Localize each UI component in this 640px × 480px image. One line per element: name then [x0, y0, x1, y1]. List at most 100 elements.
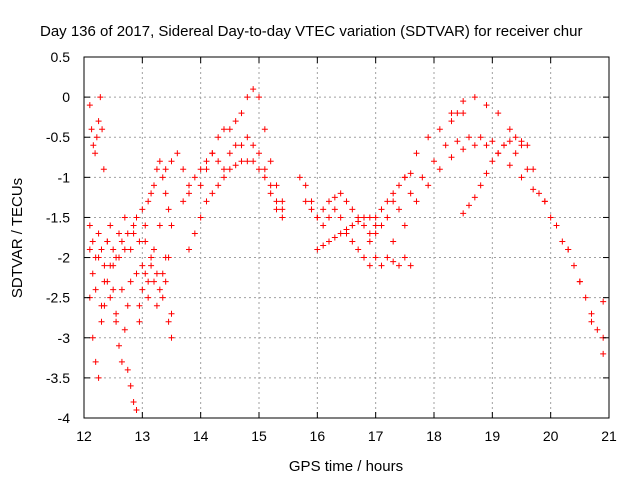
data-point [168, 222, 175, 229]
data-point [600, 298, 607, 305]
data-point [530, 166, 537, 173]
chart-title: Day 136 of 2017, Sidereal Day-to-day VTE… [40, 23, 582, 40]
data-point [471, 142, 478, 149]
y-tick-label: 0.5 [51, 49, 71, 65]
data-point [139, 262, 146, 269]
data-point [186, 246, 192, 253]
data-point [165, 206, 172, 213]
data-point [506, 138, 513, 145]
data-point [576, 278, 583, 285]
data-point [93, 134, 100, 141]
data-point [113, 310, 120, 317]
series-big-low [390, 142, 607, 317]
data-point [588, 318, 595, 325]
data-point [197, 166, 204, 173]
data-point [326, 198, 332, 205]
series-arc-top-1 [197, 86, 286, 205]
grid [84, 57, 609, 418]
data-point [273, 206, 280, 213]
data-point [466, 202, 472, 209]
data-point [168, 158, 175, 165]
data-point [407, 262, 414, 269]
data-point [107, 262, 114, 269]
x-tick-label: 21 [601, 428, 617, 444]
data-point [466, 134, 472, 141]
data-point [168, 334, 175, 341]
x-tick-label: 13 [135, 428, 151, 444]
data-point [261, 126, 268, 133]
data-point [90, 142, 97, 149]
y-axis-label: SDTVAR / TECUs [9, 178, 26, 298]
data-point [118, 358, 125, 365]
data-point [396, 182, 402, 189]
data-point [215, 182, 222, 189]
data-point [110, 286, 117, 293]
data-point [442, 142, 449, 149]
data-point [495, 150, 502, 157]
data-point [407, 190, 414, 197]
series-cluster-early-2 [86, 254, 175, 413]
data-point [226, 150, 233, 157]
data-point [121, 214, 128, 221]
data-point [448, 118, 455, 125]
data-point [273, 198, 280, 205]
data-point [588, 310, 595, 317]
data-point [86, 246, 93, 253]
data-point [142, 222, 149, 229]
data-point [471, 94, 478, 101]
data-point [326, 214, 332, 221]
series-mid-3 [314, 214, 379, 253]
data-point [483, 170, 490, 177]
data-point [355, 218, 362, 225]
series-arc-low-1 [186, 158, 286, 253]
data-point [92, 150, 99, 157]
data-point [436, 126, 443, 133]
data-point [361, 254, 367, 261]
data-point [337, 190, 344, 197]
data-point [256, 150, 262, 157]
data-point [279, 206, 286, 213]
data-point [95, 374, 102, 381]
data-point [501, 142, 507, 149]
data-point [244, 94, 251, 101]
series-mid-2 [302, 170, 414, 237]
data-point [142, 238, 149, 245]
data-point [127, 382, 134, 389]
data-point [232, 142, 239, 149]
data-point [320, 222, 327, 229]
data-point [460, 146, 467, 153]
data-point [145, 198, 152, 205]
data-point [530, 186, 537, 193]
data-point [547, 214, 554, 221]
data-point [159, 294, 166, 301]
data-point [86, 222, 93, 229]
data-point [89, 238, 96, 245]
x-tick-label: 17 [368, 428, 384, 444]
data-point [221, 126, 227, 133]
data-point [390, 258, 397, 265]
x-axis-label: GPS time / hours [289, 458, 403, 475]
data-point [314, 246, 321, 253]
data-point [88, 126, 95, 133]
x-tick-label: 20 [543, 428, 559, 444]
data-point [139, 286, 146, 293]
data-point [425, 134, 432, 141]
data-point [238, 158, 245, 165]
series-cluster-early-3 [86, 158, 175, 269]
x-tick-label: 14 [193, 428, 209, 444]
data-point [366, 230, 373, 237]
data-point [331, 234, 338, 241]
data-point [594, 326, 601, 333]
data-point [314, 214, 321, 221]
data-point [471, 194, 478, 201]
data-point [378, 222, 385, 229]
data-point [127, 278, 134, 285]
data-point [118, 238, 125, 245]
data-point [124, 302, 131, 309]
data-point [390, 238, 397, 245]
data-point [384, 214, 391, 221]
data-point [156, 158, 163, 165]
data-point [524, 166, 531, 173]
data-point [221, 166, 227, 173]
data-point [226, 166, 233, 173]
